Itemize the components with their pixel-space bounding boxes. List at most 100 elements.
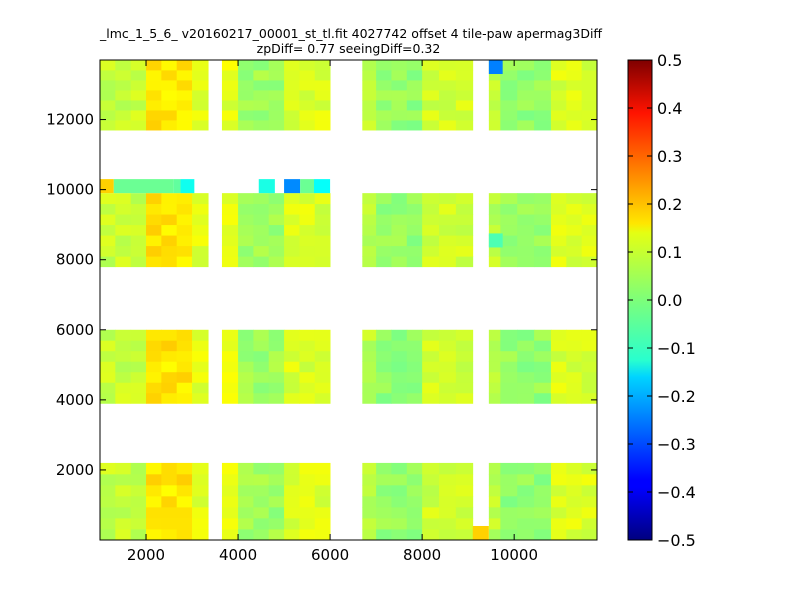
heatmap-cell bbox=[130, 340, 147, 352]
heatmap-cell bbox=[455, 100, 474, 111]
heatmap-cell bbox=[406, 392, 423, 404]
heatmap-cell bbox=[314, 371, 331, 383]
heatmap-cell bbox=[500, 256, 518, 268]
heatmap-cell bbox=[253, 224, 270, 236]
heatmap-cell bbox=[488, 110, 501, 121]
heatmap-cell bbox=[192, 462, 209, 475]
heatmap-cell bbox=[238, 90, 254, 101]
heatmap-cell bbox=[268, 495, 285, 508]
heatmap-cell-outlier bbox=[472, 525, 489, 540]
heatmap-cell bbox=[406, 371, 423, 383]
heatmap-cell bbox=[161, 80, 178, 91]
heatmap-cell bbox=[284, 517, 300, 530]
heatmap-cell bbox=[550, 350, 567, 362]
heatmap-cell bbox=[581, 60, 598, 71]
heatmap-cell bbox=[488, 484, 501, 497]
heatmap-cell bbox=[550, 506, 567, 519]
heatmap-cell bbox=[376, 193, 392, 205]
heatmap-cell bbox=[362, 245, 377, 257]
heatmap-cell bbox=[115, 193, 132, 205]
heatmap-cell bbox=[439, 70, 457, 81]
heatmap-cell bbox=[534, 462, 552, 475]
heatmap-cell bbox=[362, 371, 377, 383]
heatmap-cell bbox=[422, 350, 440, 362]
heatmap-cell bbox=[566, 110, 583, 121]
heatmap-cell bbox=[221, 329, 239, 341]
heatmap-cell bbox=[268, 371, 285, 383]
colorbar-tick-label: 0.1 bbox=[657, 243, 682, 262]
heatmap-cell bbox=[439, 506, 457, 519]
heatmap-cell bbox=[146, 382, 162, 394]
heatmap-cell bbox=[314, 506, 331, 519]
heatmap-cell bbox=[130, 80, 147, 91]
heatmap-cell bbox=[422, 80, 440, 91]
heatmap-cell bbox=[391, 214, 408, 226]
heatmap-cell bbox=[314, 361, 331, 373]
heatmap-cell bbox=[299, 462, 316, 475]
heatmap-cell bbox=[581, 329, 598, 341]
heatmap-cell bbox=[299, 517, 316, 530]
heatmap-cell bbox=[439, 528, 457, 541]
heatmap-cell bbox=[253, 350, 270, 362]
heatmap-cell bbox=[192, 120, 209, 131]
heatmap-cell bbox=[284, 506, 300, 519]
heatmap-cell bbox=[130, 203, 147, 215]
heatmap-cell bbox=[115, 495, 132, 508]
heatmap-cell bbox=[362, 361, 377, 373]
heatmap-cell bbox=[422, 70, 440, 81]
heatmap-cell bbox=[534, 214, 552, 226]
heatmap-cell bbox=[192, 473, 209, 486]
heatmap-cell bbox=[221, 235, 239, 247]
heatmap-cell bbox=[238, 371, 254, 383]
heatmap-cell bbox=[550, 60, 567, 71]
heatmap-cell bbox=[362, 120, 377, 131]
y-tick-label: 10000 bbox=[46, 181, 94, 199]
heatmap-cell bbox=[314, 224, 331, 236]
heatmap-cell bbox=[130, 382, 147, 394]
heatmap-cell bbox=[115, 80, 132, 91]
heatmap-cell bbox=[130, 214, 147, 226]
heatmap-cell bbox=[284, 329, 300, 341]
heatmap-cell bbox=[488, 517, 501, 530]
heatmap-cell bbox=[146, 120, 162, 131]
heatmap-cell bbox=[439, 350, 457, 362]
heatmap-cell bbox=[100, 340, 116, 352]
heatmap-cell bbox=[176, 256, 193, 268]
heatmap-cell bbox=[299, 484, 316, 497]
heatmap-cell bbox=[566, 517, 583, 530]
heatmap-cell bbox=[391, 473, 408, 486]
colorbar-tick-label: 0.3 bbox=[657, 147, 682, 166]
heatmap-cell bbox=[130, 120, 147, 131]
x-tick-label: 8000 bbox=[403, 546, 441, 564]
heatmap-cell bbox=[439, 235, 457, 247]
heatmap-cell bbox=[406, 203, 423, 215]
heatmap-cell bbox=[534, 495, 552, 508]
heatmap-cell bbox=[161, 517, 178, 530]
heatmap-cell bbox=[161, 340, 178, 352]
heatmap-cell bbox=[161, 495, 178, 508]
heatmap-cell bbox=[176, 361, 193, 373]
heatmap-cell bbox=[534, 193, 552, 205]
heatmap-cell bbox=[362, 462, 377, 475]
heatmap-cell bbox=[391, 100, 408, 111]
heatmap-cell bbox=[100, 256, 116, 268]
heatmap-cell bbox=[566, 329, 583, 341]
heatmap-cell bbox=[500, 224, 518, 236]
heatmap-cell bbox=[439, 256, 457, 268]
heatmap-cell bbox=[115, 70, 132, 81]
heatmap-cell bbox=[391, 340, 408, 352]
heatmap-cell bbox=[455, 256, 474, 268]
heatmap-cell bbox=[300, 179, 314, 194]
heatmap-cell bbox=[362, 90, 377, 101]
heatmap-cell bbox=[517, 110, 535, 121]
heatmap-cell bbox=[534, 484, 552, 497]
heatmap-cell bbox=[439, 110, 457, 121]
heatmap-cell bbox=[581, 90, 598, 101]
heatmap-cell bbox=[488, 214, 501, 226]
heatmap-cell bbox=[314, 203, 331, 215]
heatmap-cell bbox=[362, 506, 377, 519]
heatmap-cell bbox=[581, 392, 598, 404]
heatmap-cell bbox=[534, 340, 552, 352]
heatmap-cell bbox=[161, 70, 178, 81]
heatmap-cell bbox=[391, 70, 408, 81]
